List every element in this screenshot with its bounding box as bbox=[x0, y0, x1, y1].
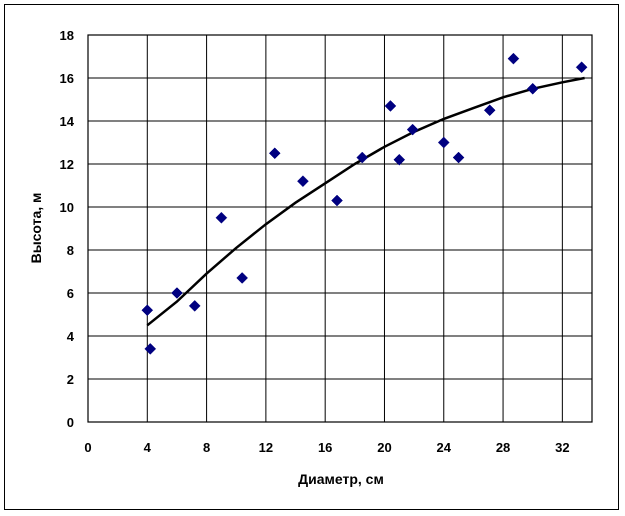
y-tick-label: 18 bbox=[60, 28, 74, 43]
data-point bbox=[483, 104, 496, 117]
data-point bbox=[437, 136, 450, 149]
y-tick-labels: 0 2 4 6 8 10 12 14 16 18 bbox=[60, 28, 75, 430]
data-point bbox=[144, 343, 157, 355]
data-point bbox=[331, 194, 343, 207]
x-tick-label: 32 bbox=[555, 440, 569, 455]
x-tick-label: 12 bbox=[259, 440, 273, 455]
data-points bbox=[141, 52, 588, 355]
y-tick-label: 8 bbox=[67, 243, 74, 258]
trend-line bbox=[146, 76, 585, 327]
y-tick-label: 14 bbox=[60, 114, 75, 129]
y-axis-label: Высота, м bbox=[28, 193, 44, 264]
data-point bbox=[526, 82, 539, 95]
y-tick-label: 2 bbox=[67, 372, 74, 387]
x-tick-label: 0 bbox=[84, 440, 91, 455]
data-point bbox=[268, 147, 281, 160]
data-point bbox=[384, 100, 397, 112]
data-point bbox=[297, 175, 309, 188]
y-tick-label: 0 bbox=[67, 415, 74, 430]
data-point bbox=[188, 300, 201, 312]
data-point bbox=[575, 61, 588, 74]
x-axis-label: Диаметр, см bbox=[298, 471, 384, 487]
y-tick-label: 4 bbox=[67, 329, 75, 344]
chart-frame bbox=[4, 4, 619, 510]
y-tick-label: 10 bbox=[60, 200, 74, 215]
data-point bbox=[452, 151, 465, 164]
data-point bbox=[507, 52, 520, 65]
data-point bbox=[215, 211, 228, 224]
y-tick-label: 12 bbox=[60, 157, 74, 172]
y-tick-label: 16 bbox=[60, 71, 74, 86]
x-tick-label: 20 bbox=[377, 440, 391, 455]
data-point bbox=[356, 151, 369, 164]
y-tick-label: 6 bbox=[67, 286, 74, 301]
data-point bbox=[236, 272, 249, 284]
data-point bbox=[141, 304, 154, 317]
data-point bbox=[171, 287, 183, 299]
x-tick-label: 28 bbox=[496, 440, 510, 455]
data-point bbox=[406, 123, 419, 136]
x-tick-label: 24 bbox=[437, 440, 452, 455]
data-point bbox=[393, 153, 406, 166]
x-tick-label: 16 bbox=[318, 440, 332, 455]
plot-area-border bbox=[87, 34, 593, 423]
x-tick-label: 4 bbox=[144, 440, 152, 455]
x-tick-labels: 0 4 8 12 16 20 24 28 32 bbox=[84, 440, 569, 455]
x-tick-label: 8 bbox=[203, 440, 210, 455]
